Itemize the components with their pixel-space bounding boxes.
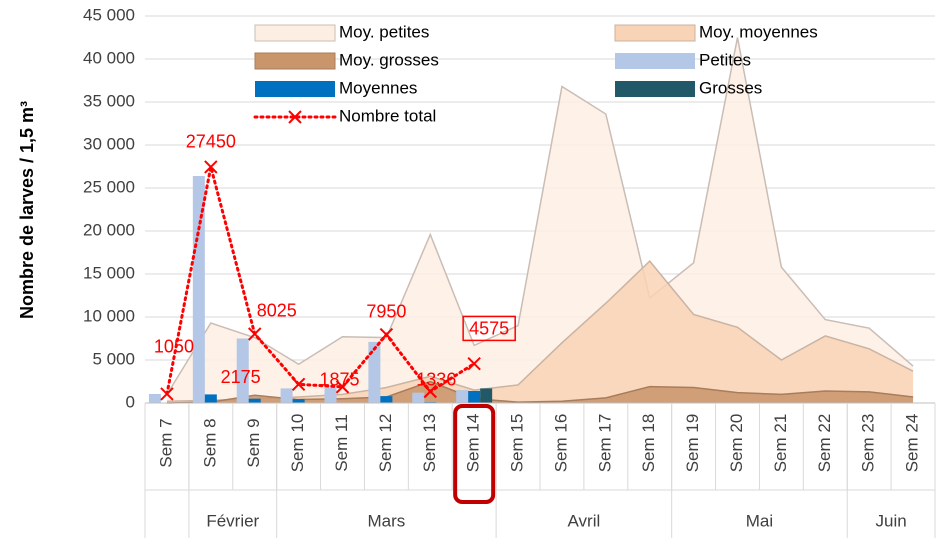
x-tick-label: Sem 17: [595, 414, 614, 473]
y-tick-label: 0: [126, 392, 135, 411]
bar: [248, 398, 261, 403]
y-tick-label: 15 000: [83, 263, 135, 282]
bar: [204, 394, 217, 403]
month-label: Février: [206, 511, 259, 530]
month-label: Avril: [568, 511, 601, 530]
legend-label: Nombre total: [339, 106, 436, 125]
marker: [379, 327, 394, 342]
legend-swatch: [255, 81, 335, 97]
y-tick-label: 45 000: [83, 5, 135, 24]
x-tick-label: Sem 10: [288, 414, 307, 473]
marker: [467, 356, 481, 371]
y-tick-label: 5 000: [92, 349, 135, 368]
bar: [236, 338, 249, 403]
bar: [292, 399, 305, 403]
data-label: 4575: [469, 318, 509, 338]
data-label: 7950: [366, 301, 406, 321]
month-label: Mars: [367, 511, 405, 530]
marker: [248, 327, 262, 341]
x-tick-label: Sem 23: [859, 414, 878, 473]
data-label: 8025: [257, 301, 297, 321]
legend-label: Moy. grosses: [339, 50, 439, 69]
x-tick-label: Sem 15: [508, 414, 527, 473]
area: [166, 37, 914, 403]
bar: [280, 388, 293, 403]
data-label: 27450: [186, 132, 236, 152]
month-label: Mai: [746, 511, 773, 530]
bar: [480, 388, 493, 403]
x-tick-label: Sem 8: [200, 418, 219, 467]
y-tick-label: 10 000: [83, 306, 135, 325]
data-label: 1336: [416, 369, 456, 389]
area: [166, 381, 914, 403]
marker: [291, 377, 306, 392]
bar: [380, 396, 393, 403]
data-label: 2175: [221, 367, 261, 387]
bar: [324, 387, 337, 403]
x-tick-label: Sem 20: [727, 414, 746, 473]
x-tick-label: Sem 18: [639, 414, 658, 473]
x-tick-label: Sem 24: [903, 414, 922, 473]
legend-swatch: [615, 81, 695, 97]
x-tick-label: Sem 13: [420, 414, 439, 473]
area: [166, 261, 914, 403]
bar: [468, 390, 481, 403]
legend-label: Grosses: [699, 78, 762, 97]
bar: [148, 393, 161, 403]
y-tick-label: 25 000: [83, 177, 135, 196]
legend-label: Petites: [699, 50, 751, 69]
y-tick-label: 35 000: [83, 91, 135, 110]
legend-label: Moy. moyennes: [699, 22, 818, 41]
marker: [204, 160, 218, 174]
marker: [160, 387, 174, 401]
bar: [456, 390, 469, 403]
x-tick-label: Sem 12: [376, 414, 395, 473]
y-axis-label: Nombre de larves / 1,5 m³: [17, 101, 37, 319]
y-tick-label: 40 000: [83, 48, 135, 67]
legend-swatch: [254, 24, 336, 42]
data-label: 1050: [154, 337, 194, 357]
legend-label: Moyennes: [339, 78, 417, 97]
highlight-box: [453, 404, 496, 504]
legend-swatch: [615, 53, 695, 69]
x-tick-label: Sem 9: [244, 418, 263, 467]
x-tick-label: Sem 21: [771, 414, 790, 473]
legend-swatch: [288, 110, 302, 124]
x-tick-label: Sem 11: [332, 414, 351, 471]
x-tick-label: Sem 16: [551, 414, 570, 473]
y-tick-label: 30 000: [83, 134, 135, 153]
data-label: 1875: [319, 370, 359, 390]
bar: [192, 175, 205, 403]
x-tick-label: Sem 22: [815, 414, 834, 473]
label-box: [462, 315, 516, 342]
month-label: Juin: [876, 511, 907, 530]
area-edge: [166, 37, 914, 395]
legend-label: Moy. petites: [339, 22, 429, 41]
marker: [335, 380, 350, 394]
line: [165, 166, 476, 396]
legend-swatch: [614, 24, 696, 42]
x-tick-label: Sem 7: [156, 418, 175, 467]
bar: [412, 392, 425, 403]
marker: [423, 384, 437, 399]
y-tick-label: 20 000: [83, 220, 135, 239]
legend-swatch: [254, 52, 336, 70]
x-tick-label: Sem 19: [683, 414, 702, 473]
x-tick-label: Sem 14: [464, 414, 483, 473]
bar: [368, 341, 381, 403]
